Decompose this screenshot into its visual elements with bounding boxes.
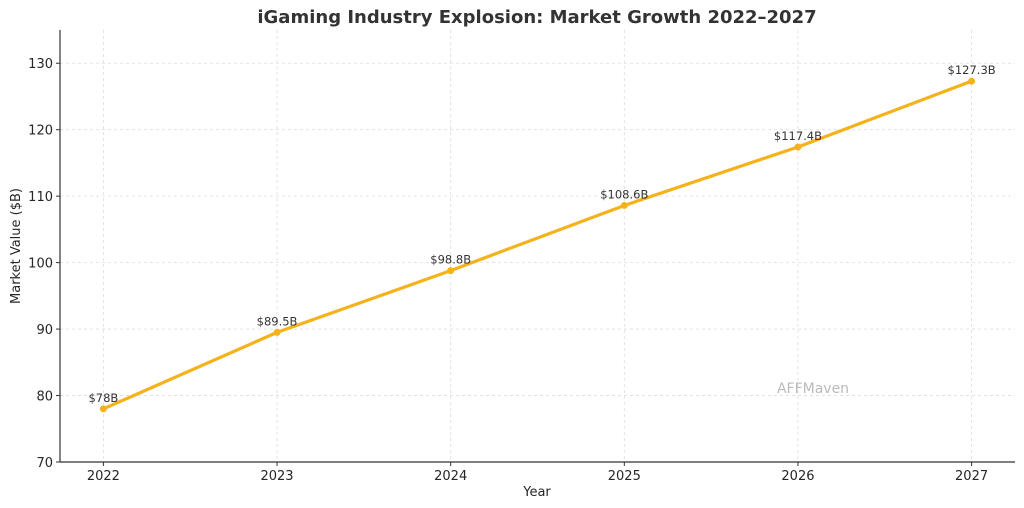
data-point: [794, 143, 802, 151]
y-tick-label: 90: [36, 323, 53, 338]
data-point: [273, 328, 281, 336]
data-point: [968, 77, 976, 85]
x-tick-label: 2024: [434, 469, 467, 484]
y-tick-label: 130: [28, 57, 53, 72]
x-axis-label: Year: [522, 485, 551, 500]
x-tick-label: 2022: [87, 469, 120, 484]
data-label: $98.8B: [430, 253, 471, 267]
data-label: $117.4B: [774, 129, 822, 143]
data-label: $108.6B: [600, 187, 648, 201]
y-tick-label: 70: [36, 456, 53, 471]
data-point: [620, 201, 628, 209]
watermark: AFFMaven: [777, 381, 849, 397]
y-tick-label: 80: [36, 390, 53, 405]
grid: [60, 30, 1015, 463]
series: $78B $89.5B $98.8B $108.6B $117.4B $127.3B: [88, 63, 996, 413]
y-tick-label: 120: [28, 124, 53, 139]
y-axis-label: Market Value ($B): [9, 188, 24, 304]
x-tick-label: 2023: [260, 469, 293, 484]
y-tick-label: 110: [28, 190, 53, 205]
data-label: $78B: [88, 391, 118, 405]
ticks: 70 80 90 100 110 120 130 2022 2023 2024 2025 2026 20…: [28, 57, 988, 484]
x-tick-label: 2025: [608, 469, 641, 484]
data-label: $89.5B: [257, 314, 298, 328]
chart-title: iGaming Industry Explosion: Market Growt…: [257, 7, 816, 28]
data-point: [99, 405, 107, 413]
x-tick-label: 2026: [781, 469, 814, 484]
data-label: $127.3B: [948, 63, 996, 77]
y-tick-label: 100: [28, 257, 53, 272]
data-point: [447, 267, 455, 275]
x-tick-label: 2027: [955, 469, 988, 484]
series-line: [102, 79, 973, 411]
